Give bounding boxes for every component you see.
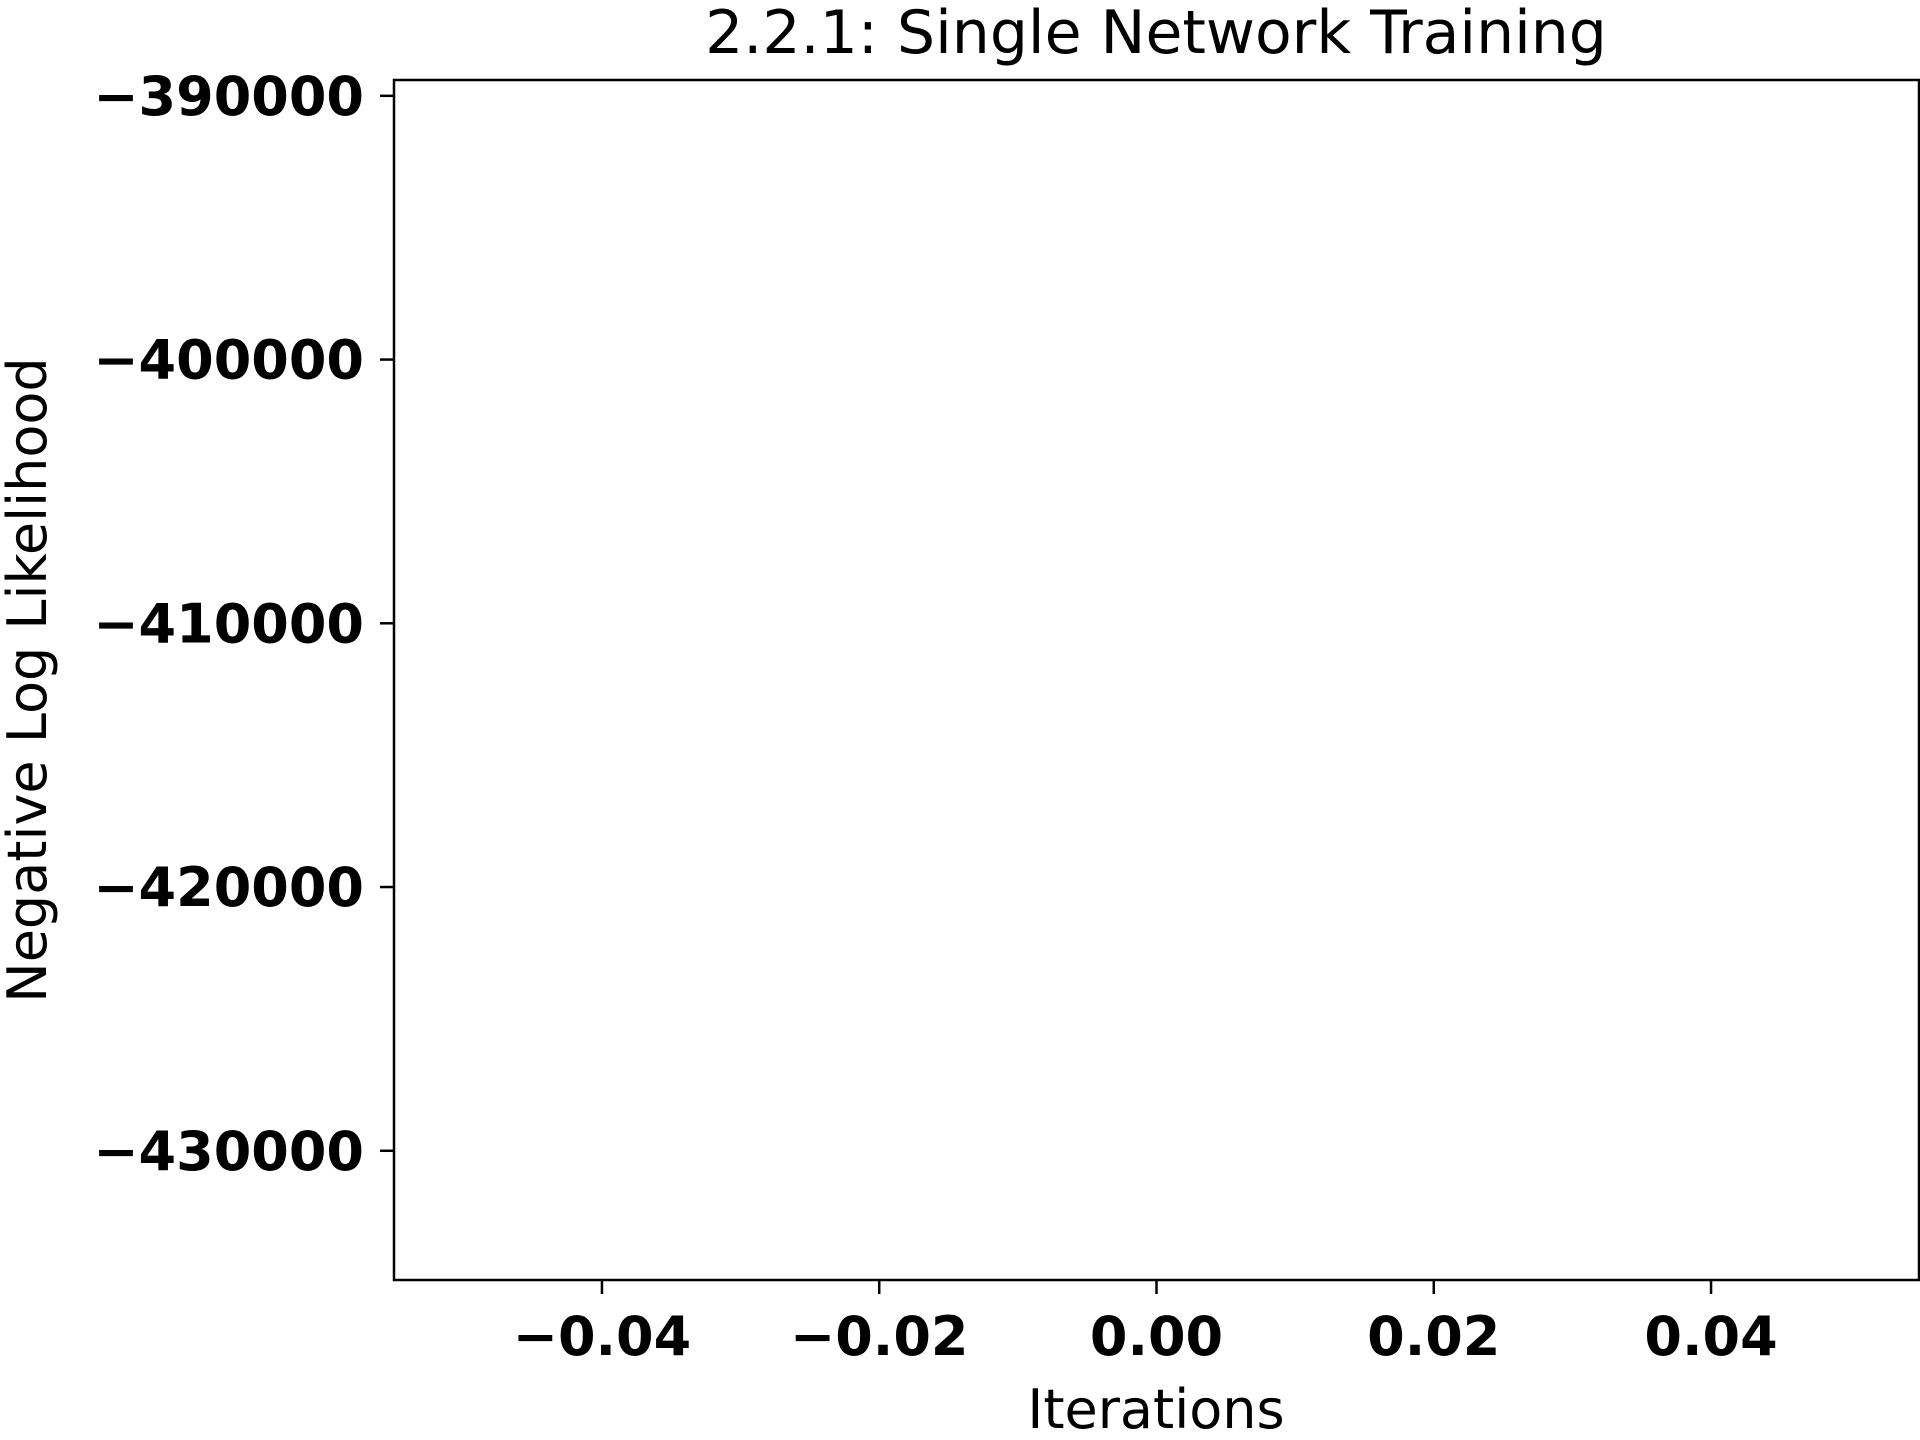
y-tick-label: −430000 (93, 1120, 364, 1183)
y-tick-label: −400000 (93, 329, 364, 392)
x-tick-label: 0.04 (1644, 1305, 1777, 1368)
x-axis-ticks: −0.04 −0.02 0.00 0.02 0.04 (513, 1280, 1778, 1368)
chart-title: 2.2.1: Single Network Training (705, 0, 1607, 68)
y-tick-label: −420000 (93, 856, 364, 919)
x-tick-label: −0.02 (790, 1305, 968, 1368)
x-axis-label: Iterations (1027, 1378, 1284, 1440)
x-tick-label: 0.02 (1367, 1305, 1500, 1368)
y-tick-label: −390000 (93, 65, 364, 128)
y-axis-ticks: −390000 −400000 −410000 −420000 −430000 (93, 65, 394, 1183)
y-tick-label: −410000 (93, 592, 364, 655)
y-axis-label: Negative Log Likelihood (0, 357, 59, 1002)
x-tick-label: 0.00 (1090, 1305, 1223, 1368)
x-tick-label: −0.04 (513, 1305, 691, 1368)
plot-area (392, 78, 1920, 1282)
